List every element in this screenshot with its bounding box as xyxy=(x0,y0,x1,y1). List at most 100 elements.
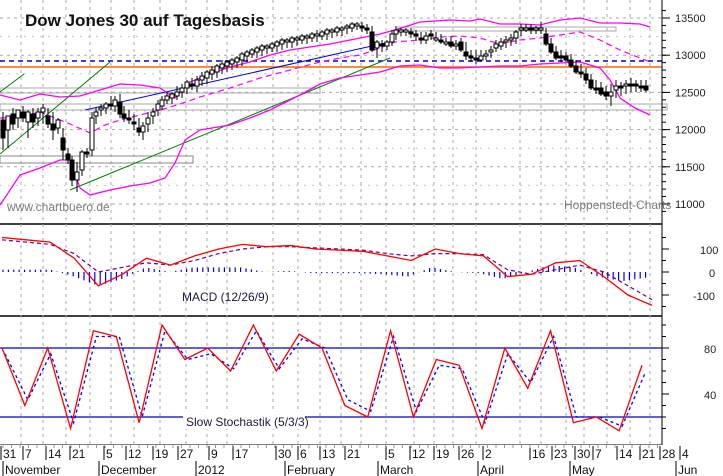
candle-bullish xyxy=(15,109,21,119)
x-month-label: March xyxy=(380,463,413,476)
candle-bearish xyxy=(379,43,385,47)
candle-bearish xyxy=(458,41,464,51)
candle-bullish xyxy=(140,125,146,133)
candle-bearish xyxy=(117,101,123,115)
candle-bullish xyxy=(608,91,614,97)
candle-bearish xyxy=(30,113,36,123)
candle-bearish xyxy=(628,83,634,87)
candle-bullish xyxy=(249,49,255,55)
watermark-hoppenstedt: Hoppenstedt-Charts xyxy=(564,198,671,212)
candle-bullish xyxy=(304,35,310,39)
stoch-k-line xyxy=(1,323,643,432)
x-day-label: 7 xyxy=(595,447,602,461)
candle-bullish xyxy=(150,111,156,117)
candle-bullish xyxy=(199,75,205,81)
candle-bearish xyxy=(369,31,375,51)
candle-bullish xyxy=(403,29,409,33)
x-day-label: 9 xyxy=(211,447,218,461)
candle-bullish xyxy=(478,55,484,61)
candle-bullish xyxy=(169,93,175,99)
candle-bullish xyxy=(374,41,380,49)
stoch-label-bg xyxy=(183,413,305,429)
candle-bearish xyxy=(578,71,584,75)
candle-bullish xyxy=(533,27,539,31)
candle-bullish xyxy=(384,41,390,47)
candle-bullish xyxy=(623,83,629,87)
x-month-label: November xyxy=(5,463,60,476)
price-overlays xyxy=(0,17,668,206)
candle-bullish xyxy=(79,151,85,171)
candle-bullish xyxy=(264,45,270,49)
candle-bearish xyxy=(593,87,599,91)
candle-bullish xyxy=(299,35,305,41)
candle-bearish xyxy=(438,39,444,43)
candle-bullish xyxy=(289,37,295,43)
candle-bearish xyxy=(428,33,434,37)
x-day-label: 13 xyxy=(322,447,336,461)
candle-bearish xyxy=(543,33,549,45)
candle-bearish xyxy=(60,137,66,151)
y-tick-label-price: 12000 xyxy=(675,125,706,137)
candle-bullish xyxy=(498,41,504,47)
candle-bullish xyxy=(174,91,180,97)
x-day-label: 26 xyxy=(461,447,475,461)
y-tick-label-price: 11000 xyxy=(675,199,705,211)
candle-bearish xyxy=(473,57,479,61)
candle-bullish xyxy=(159,99,165,107)
candle-bearish xyxy=(553,51,559,59)
candle-bullish xyxy=(294,37,300,41)
candle-bullish xyxy=(229,59,235,65)
x-day-label: 17 xyxy=(235,447,249,461)
candle-bearish xyxy=(618,85,624,89)
candle-bullish xyxy=(398,29,404,33)
x-day-label: 6 xyxy=(300,447,307,461)
candle-bearish xyxy=(126,117,132,121)
candle-bullish xyxy=(538,27,544,31)
candle-bearish xyxy=(463,51,469,57)
candle-bullish xyxy=(103,103,109,109)
candle-bearish xyxy=(583,73,589,81)
candle-bearish xyxy=(131,121,137,125)
x-day-label: 14 xyxy=(619,447,633,461)
candle-bullish xyxy=(433,37,439,41)
candle-bullish xyxy=(40,107,46,113)
candle-bearish xyxy=(598,87,604,95)
candle-bearish xyxy=(50,123,56,131)
candle-bullish xyxy=(184,81,190,89)
x-month-label: Jun xyxy=(678,463,697,476)
candle-bullish xyxy=(314,33,320,37)
candle-bullish xyxy=(329,29,335,33)
candle-bullish xyxy=(155,103,161,111)
candle-bearish xyxy=(558,55,564,59)
candle-bullish xyxy=(98,107,104,111)
y-tick-label-macd: -100 xyxy=(693,291,715,303)
y-tick-label-price: 11500 xyxy=(675,162,705,174)
candle-bullish xyxy=(508,37,514,41)
trendline-green-long xyxy=(69,57,391,191)
candle-bearish xyxy=(10,113,16,125)
watermark-chartbuero: www.chartbuero.de xyxy=(6,200,110,214)
x-day-label: 31 xyxy=(3,447,17,461)
candle-bullish xyxy=(613,85,619,91)
candle-bearish xyxy=(136,127,142,133)
x-month-label: February xyxy=(287,463,335,476)
x-day-label: 5 xyxy=(106,447,113,461)
macd-panel xyxy=(1,236,653,306)
y-tick-label-stoch: 40 xyxy=(704,390,716,402)
candle-bearish xyxy=(563,55,569,61)
x-day-label: 7 xyxy=(25,447,32,461)
chart-title: Dow Jones 30 auf Tagesbasis xyxy=(25,11,265,30)
candle-bullish xyxy=(443,41,449,45)
candlesticks xyxy=(0,22,649,192)
x-month-label: 2012 xyxy=(198,463,225,476)
candle-bearish xyxy=(20,111,26,119)
y-tick-label-price: 13500 xyxy=(675,13,706,25)
candle-bearish xyxy=(69,159,75,181)
candle-bullish xyxy=(5,115,11,131)
candle-bullish xyxy=(209,69,215,75)
candle-bearish xyxy=(448,41,454,47)
stochastic-panel xyxy=(0,323,662,432)
candle-bearish xyxy=(121,113,127,119)
trendline-green-short xyxy=(0,73,25,93)
